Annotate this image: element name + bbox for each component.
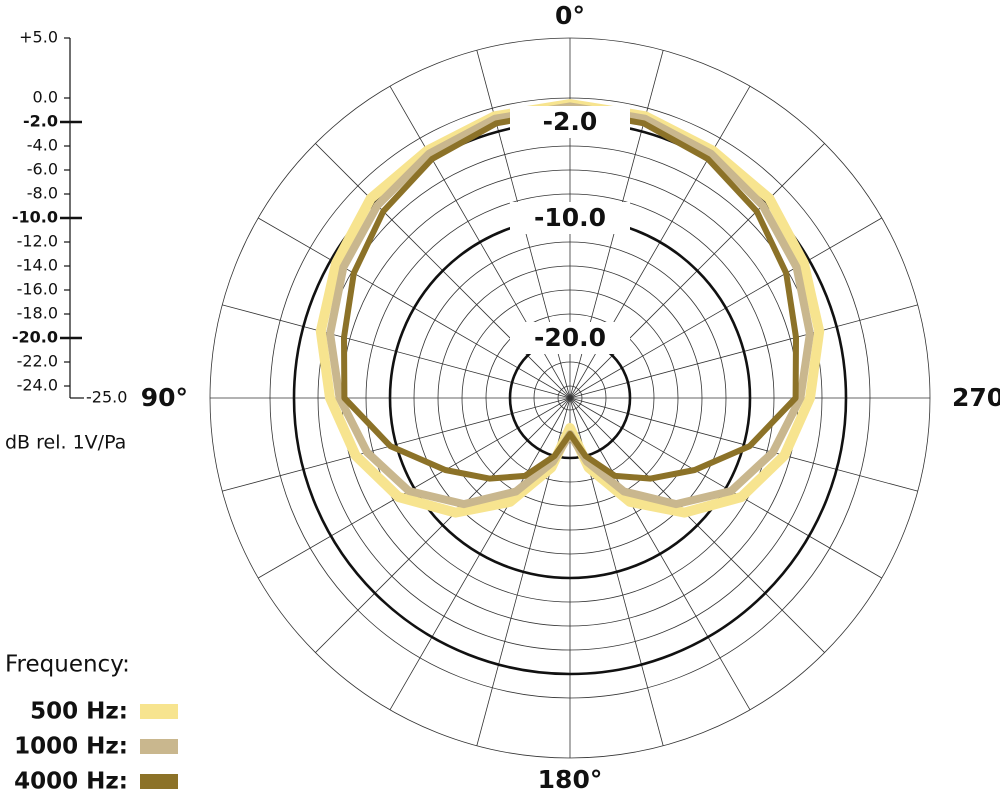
theta-tick-label: 180° xyxy=(538,765,603,794)
polar-grid xyxy=(209,37,931,759)
ring-label-bg xyxy=(510,106,630,138)
legend-swatch xyxy=(140,704,178,719)
r-tick-label: -18.0 xyxy=(17,304,58,323)
legend-title: Frequency: xyxy=(5,652,130,678)
labels: 500 Hz: 1000 Hz: 4000 Hz: -2.0 -10.0 -20.0 0° 9… xyxy=(12,1,1000,795)
theta-tick-label: 0° xyxy=(555,1,585,30)
theta-tick-label: 90° xyxy=(141,383,188,412)
r-tick-label: -6.0 xyxy=(27,160,58,179)
ring-label: -10.0 xyxy=(534,203,606,232)
series-curve xyxy=(341,107,799,482)
series-curve xyxy=(315,99,825,518)
legend-label: 1000 Hz: xyxy=(14,734,128,760)
r-tick-label: -4.0 xyxy=(27,136,58,155)
r-axis-label: dB rel. 1V/Pa xyxy=(5,432,126,454)
theta-tick-label: 270° xyxy=(952,383,1000,412)
ring-label-bg xyxy=(510,202,630,234)
r-tick-label: -10.0 xyxy=(12,208,58,227)
ring-label: -20.0 xyxy=(534,323,606,352)
legend-label: 4000 Hz: xyxy=(14,769,128,795)
legend-swatch xyxy=(140,774,178,789)
r-tick-label: -2.0 xyxy=(23,112,58,131)
r-tick-label: -8.0 xyxy=(27,184,58,203)
legend-label: 500 Hz: xyxy=(30,699,128,725)
r-tick-label: +5.0 xyxy=(19,28,58,47)
r-tick-label: -12.0 xyxy=(17,232,58,251)
r-tick-label: -22.0 xyxy=(17,352,58,371)
r-tick-label: -24.0 xyxy=(17,376,58,395)
ring-label: -2.0 xyxy=(543,107,598,136)
r-tick-label: -14.0 xyxy=(17,256,58,275)
r-tick-label: 0.0 xyxy=(33,88,58,107)
ring-label-bg xyxy=(510,322,630,354)
curves xyxy=(315,99,825,518)
legend-swatch xyxy=(140,739,178,754)
r-tick-label: -20.0 xyxy=(12,328,58,347)
r-tick-label: -25.0 xyxy=(86,388,127,407)
r-tick-label: -16.0 xyxy=(17,280,58,299)
